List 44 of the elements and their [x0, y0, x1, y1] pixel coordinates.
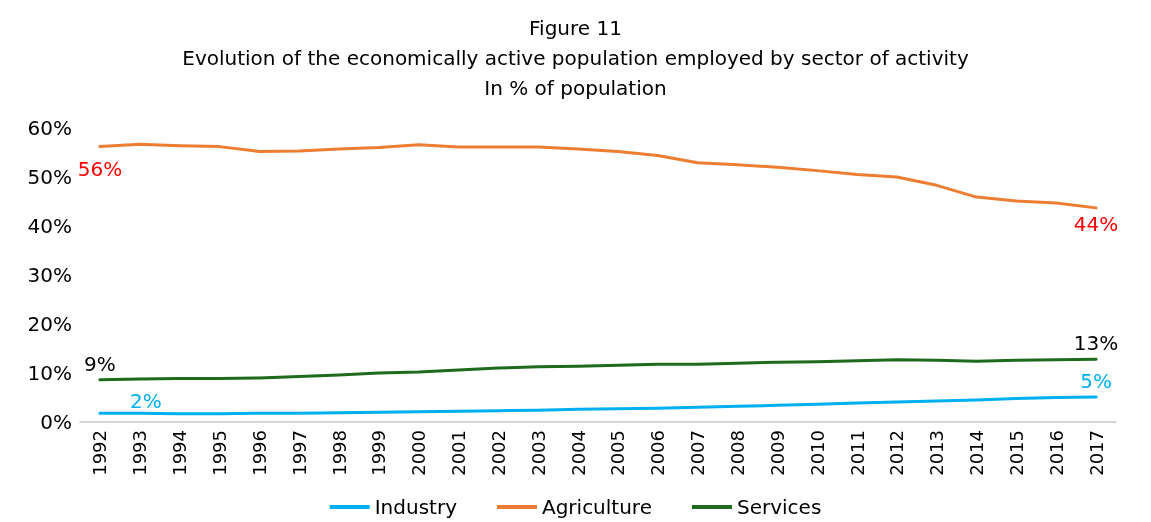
legend-label: Services	[736, 495, 822, 519]
y-tick-label: 30%	[27, 263, 72, 287]
legend-label: Industry	[374, 495, 458, 519]
x-tick-label: 2011	[846, 430, 868, 476]
x-tick-label: 1994	[169, 430, 191, 476]
x-tick-label: 1999	[368, 430, 390, 476]
x-tick-label: 2009	[766, 430, 788, 476]
y-tick-label: 0%	[40, 410, 72, 434]
x-tick-label: 2010	[806, 430, 828, 476]
x-tick-label: 2003	[527, 430, 549, 476]
x-tick-label: 2006	[647, 430, 669, 476]
x-tick-label: 1996	[248, 430, 270, 476]
data-label: 2%	[129, 389, 162, 414]
data-label: 9%	[84, 351, 116, 376]
x-tick-label: 2001	[448, 430, 470, 476]
data-label: 56%	[77, 156, 123, 181]
x-tick-label: 2012	[886, 430, 908, 476]
x-tick-label: 2014	[966, 430, 988, 476]
line-series	[98, 395, 1098, 416]
x-tick-label: 2004	[567, 430, 589, 476]
data-label: 44%	[1073, 211, 1119, 236]
x-tick-label: 2016	[1045, 430, 1067, 476]
x-tick-label: 1997	[288, 430, 310, 476]
x-tick-label: 2007	[687, 430, 709, 476]
data-label: 13%	[1073, 331, 1119, 356]
x-tick-label: 2008	[726, 430, 748, 476]
chart-title: Figure 11 Evolution of the economically active population employed by sector of activity In % of population	[182, 16, 969, 100]
x-tick-label: 2000	[408, 430, 430, 476]
x-tick-label: 2002	[487, 430, 509, 476]
x-tick-label: 1992	[89, 430, 111, 476]
legend-label: Agriculture	[541, 495, 652, 519]
y-tick-label: 50%	[27, 165, 72, 189]
y-tick-label: 60%	[27, 116, 72, 140]
x-tick-label: 1995	[208, 430, 230, 476]
x-tick-label: 2017	[1085, 430, 1107, 476]
x-tick-label: 2005	[607, 430, 629, 476]
data-label: 5%	[1080, 369, 1112, 394]
y-tick-label: 10%	[27, 361, 72, 385]
x-tick-label: 1998	[328, 430, 350, 476]
x-tick-label: 1993	[129, 430, 151, 476]
x-tick-label: 2013	[926, 430, 948, 476]
y-tick-label: 20%	[27, 312, 72, 336]
x-tick-label: 2015	[1005, 430, 1027, 476]
y-tick-label: 40%	[27, 214, 72, 238]
